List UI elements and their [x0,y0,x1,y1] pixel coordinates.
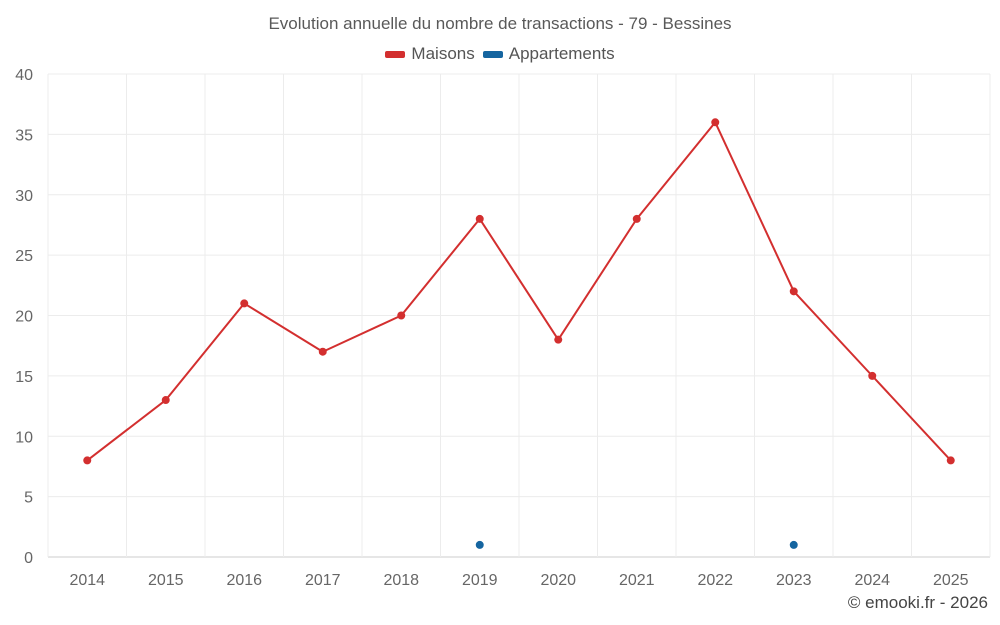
data-point-appartements [789,540,798,549]
x-tick-label: 2019 [462,572,498,589]
data-point-maisons [397,311,406,320]
data-point-maisons [868,371,877,380]
legend-swatch-appartements [482,50,503,58]
data-point-maisons [475,214,484,223]
legend-item-maisons[interactable]: Maisons [385,44,475,64]
data-point-maisons [789,287,798,296]
x-tick-label: 2022 [697,572,733,589]
x-tick-label: 2014 [69,572,105,589]
data-point-maisons [632,214,641,223]
y-tick-label: 5 [24,490,33,507]
x-tick-label: 2021 [619,572,655,589]
series-line-maisons [86,121,952,462]
data-point-maisons [83,456,92,465]
legend-label-appartements: Appartements [508,44,615,63]
x-tick-label: 2020 [540,572,576,589]
y-tick-label: 35 [15,127,33,144]
x-tick-label: 2023 [776,572,812,589]
x-tick-label: 2015 [148,572,184,589]
legend: Maisons Appartements [0,44,1000,64]
y-tick-label: 40 [15,67,33,84]
data-point-maisons [318,347,327,356]
y-tick-label: 30 [15,188,33,205]
legend-item-appartements[interactable]: Appartements [482,44,615,64]
x-tick-label: 2024 [854,572,890,589]
y-tick-label: 20 [15,309,33,326]
chart-title: Evolution annuelle du nombre de transact… [268,14,732,33]
data-point-maisons [946,456,955,465]
data-point-maisons [161,396,170,405]
legend-label-maisons: Maisons [411,44,475,63]
data-point-maisons [240,299,249,308]
y-tick-label: 10 [15,429,33,446]
y-tick-label: 25 [15,248,33,265]
data-point-maisons [711,118,720,127]
x-tick-label: 2025 [933,572,969,589]
x-tick-label: 2017 [305,572,341,589]
y-tick-label: 0 [24,550,33,567]
legend-swatch-maisons [385,50,406,58]
credit-text: © emooki.fr - 2026 [847,593,988,612]
y-tick-label: 15 [15,369,33,386]
data-point-maisons [554,335,563,344]
x-tick-label: 2016 [226,572,262,589]
x-tick-label: 2018 [383,572,419,589]
data-point-appartements [475,540,484,549]
